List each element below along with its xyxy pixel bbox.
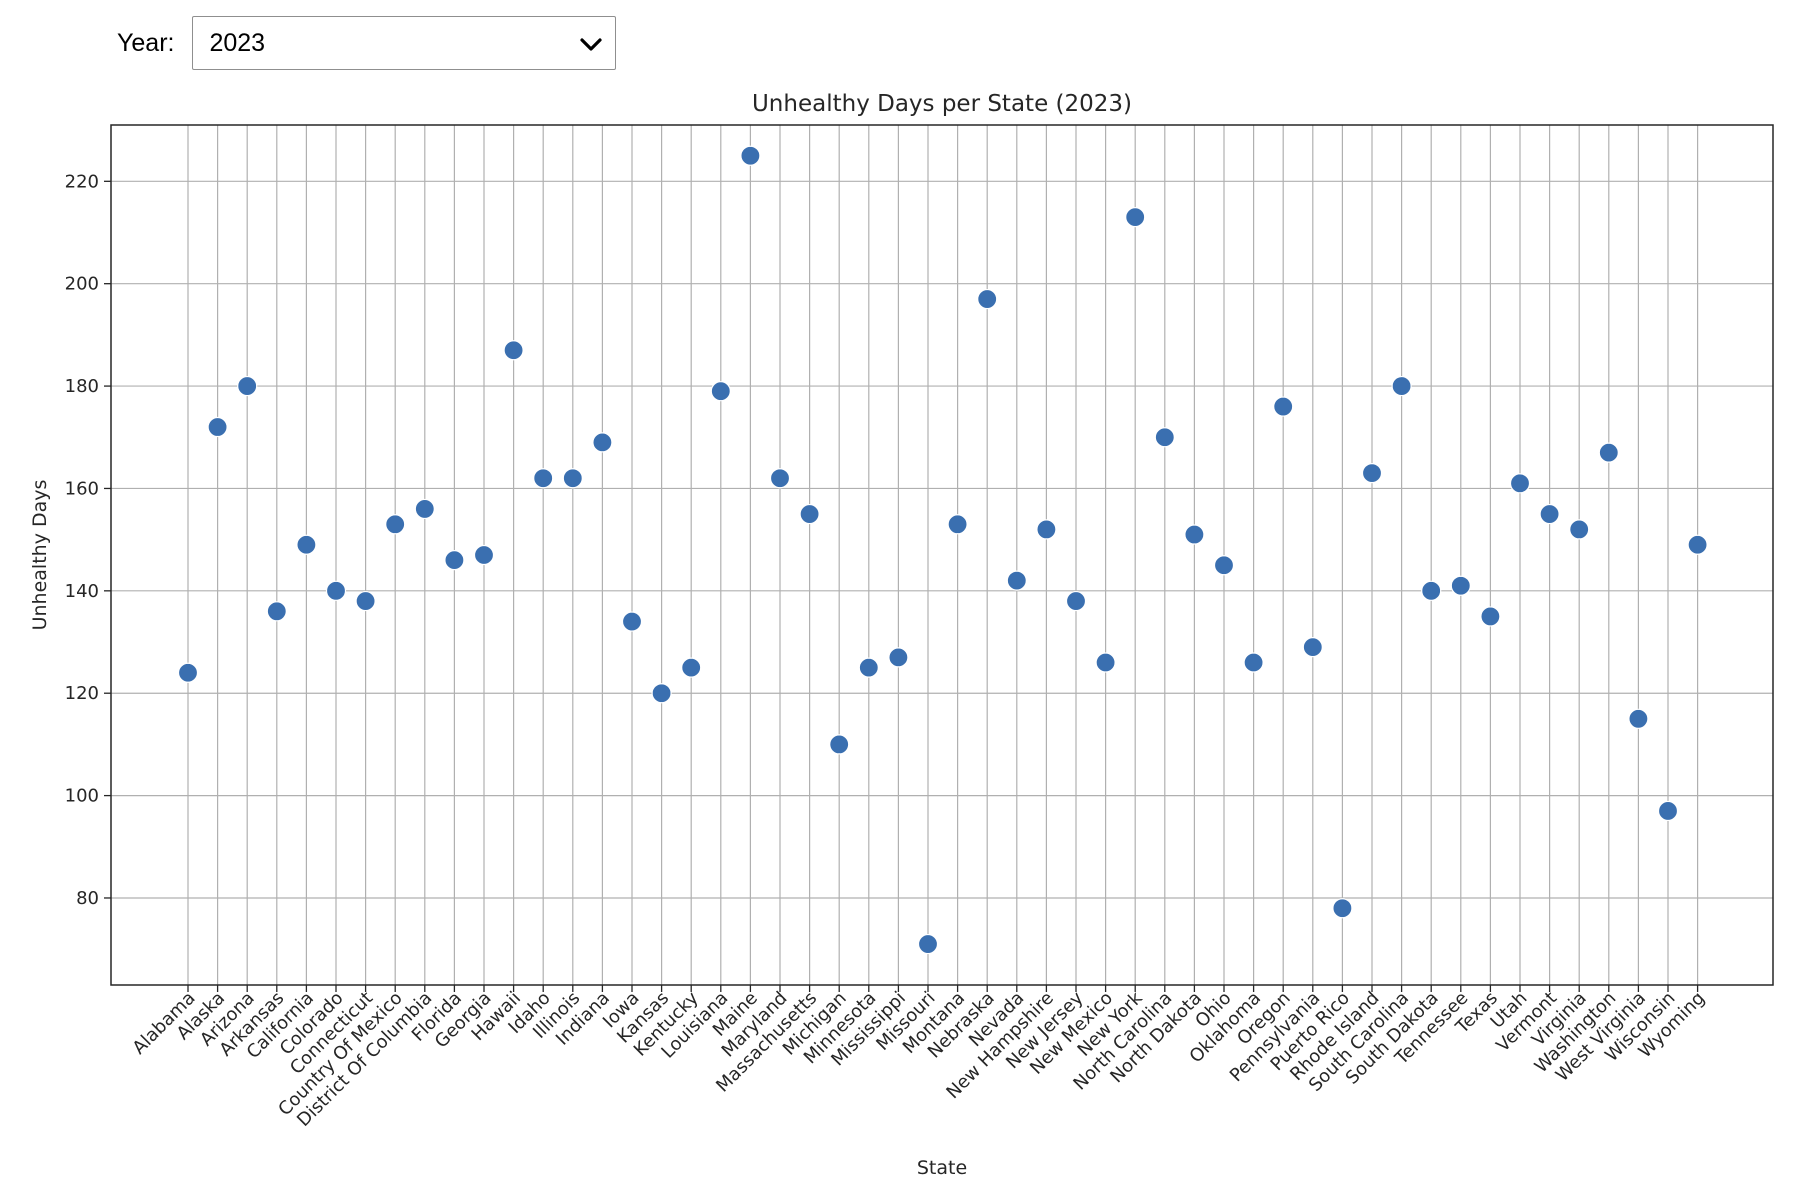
data-point — [562, 468, 583, 489]
data-point — [473, 544, 495, 566]
data-point — [947, 514, 968, 535]
data-point — [1302, 637, 1323, 658]
year-filter: Year: 2023 — [117, 15, 617, 71]
year-select[interactable]: 2023 — [192, 16, 617, 70]
data-point — [888, 647, 909, 668]
y-tick-label: 180 — [65, 376, 99, 397]
data-point — [385, 514, 406, 535]
data-point — [325, 580, 347, 601]
data-point — [710, 381, 731, 402]
year-label: Year: — [117, 28, 175, 57]
data-point — [1154, 427, 1175, 448]
data-points — [177, 145, 1708, 955]
data-point — [237, 375, 258, 397]
data-point — [1657, 800, 1679, 822]
data-point — [592, 432, 613, 453]
data-point — [1361, 462, 1383, 484]
data-point — [1036, 519, 1057, 540]
year-select-value: 2023 — [209, 28, 266, 57]
chart-title: Unhealthy Days per State (2023) — [752, 91, 1132, 117]
data-point — [740, 145, 761, 166]
data-point — [533, 468, 554, 489]
data-point — [769, 468, 791, 489]
x-axis-label: State — [917, 1157, 967, 1179]
y-tick-label: 140 — [65, 581, 99, 602]
y-tick-label: 80 — [76, 888, 99, 909]
x-axis-ticks: AlabamaAlaskaArizonaArkansasCaliforniaCo… — [129, 985, 1709, 1131]
data-point — [1450, 575, 1471, 596]
data-point — [681, 657, 702, 678]
data-point — [917, 933, 939, 955]
data-point — [858, 657, 879, 678]
data-point — [503, 340, 524, 361]
data-point — [1421, 580, 1442, 601]
data-point — [829, 734, 850, 755]
data-point — [1125, 207, 1146, 228]
data-point — [1065, 590, 1087, 612]
data-point — [1184, 524, 1205, 545]
data-point — [977, 288, 998, 310]
data-point — [1509, 473, 1531, 494]
data-point — [1687, 534, 1708, 555]
y-tick-label: 120 — [65, 683, 99, 704]
data-point — [1006, 570, 1027, 591]
data-point — [207, 416, 228, 438]
data-point — [177, 662, 199, 683]
data-point — [1391, 375, 1412, 397]
data-point — [1243, 652, 1264, 673]
data-point — [621, 611, 643, 632]
data-point — [1628, 708, 1649, 729]
data-point — [1569, 519, 1590, 540]
plot-frame — [110, 124, 1774, 986]
data-point — [296, 534, 317, 555]
data-point — [1332, 898, 1353, 919]
y-tick-label: 200 — [65, 274, 99, 295]
data-point — [799, 503, 820, 525]
data-point — [1598, 442, 1619, 463]
data-point — [355, 590, 376, 612]
y-axis-ticks: 80 100 120 140 160 180 200 220 — [65, 171, 111, 909]
data-point — [1539, 503, 1560, 525]
data-point — [1273, 396, 1294, 417]
y-tick-label: 220 — [65, 171, 99, 192]
y-tick-label: 100 — [65, 786, 99, 807]
y-tick-label: 160 — [65, 478, 99, 499]
data-point — [444, 550, 465, 571]
data-point — [1095, 652, 1116, 673]
data-point — [266, 601, 287, 622]
chevron-down-icon — [580, 38, 603, 51]
y-axis-label: Unhealthy Days — [29, 480, 51, 631]
grid-lines — [111, 125, 1773, 985]
data-point — [414, 498, 435, 520]
data-point — [1213, 555, 1235, 576]
data-point — [1480, 606, 1501, 627]
data-point — [651, 683, 672, 704]
